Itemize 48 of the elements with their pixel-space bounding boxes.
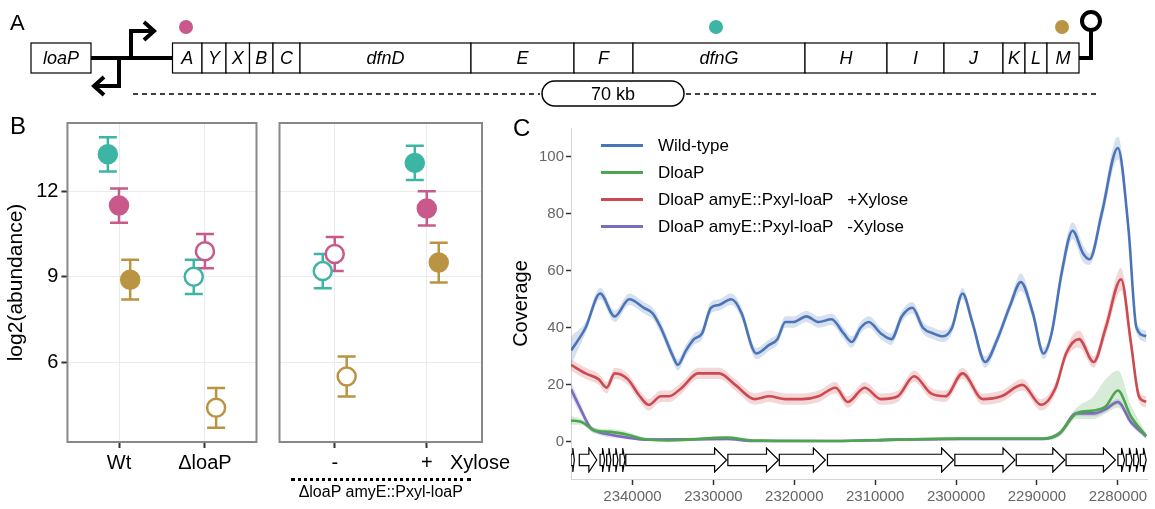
x-tick-label: 2290000 <box>1007 487 1067 505</box>
text: C <box>280 48 294 68</box>
x-tick-label: Wt <box>106 450 132 473</box>
y-axis-title: log2(abundance) <box>3 203 27 362</box>
chart-title: C <box>513 114 531 142</box>
y-tick-label: 12 <box>36 178 59 201</box>
x-tick-label: + <box>420 450 433 473</box>
text: B <box>255 48 268 68</box>
x-tick-label: - <box>331 450 339 473</box>
text: loaP <box>42 48 80 68</box>
text: M <box>1055 48 1071 68</box>
text: I <box>912 48 919 68</box>
text: dfnG <box>699 48 739 68</box>
y-axis-title: Coverage <box>508 260 531 347</box>
text: dfnD <box>366 48 405 68</box>
x-tick-label: 2320000 <box>765 487 824 505</box>
text: F <box>598 48 610 68</box>
text: A <box>10 10 25 36</box>
text: 70 kb <box>590 84 636 104</box>
chart-title: B <box>10 112 27 140</box>
y-tick-label: 9 <box>47 264 59 287</box>
text: L <box>1030 48 1042 68</box>
legend-label: DloaP amyE::Pxyl-loaP -Xylose <box>658 216 904 238</box>
x-tick-label: 2280000 <box>1088 487 1148 505</box>
x-tick-label: 2300000 <box>926 487 986 505</box>
x-tick-label: 2330000 <box>684 487 743 505</box>
text: H <box>839 48 854 68</box>
y-tick-label: 20 <box>547 374 565 392</box>
y-tick-label: 60 <box>547 260 565 278</box>
text: A <box>180 48 194 68</box>
y-tick-label: 6 <box>47 349 59 372</box>
x-tick-label: ΔloaP <box>178 450 232 473</box>
text: Y <box>207 48 222 68</box>
y-tick-label: 40 <box>547 317 565 335</box>
text: X <box>230 48 245 68</box>
text: E <box>516 48 530 68</box>
y-tick-label: 0 <box>555 432 565 450</box>
text: J <box>968 48 979 68</box>
y-tick-label: 100 <box>539 146 565 164</box>
x-tick-label: 2340000 <box>603 487 662 505</box>
text: ΔloaP amyE::Pxyl-loaP <box>297 483 464 501</box>
y-tick-label: 80 <box>547 203 565 221</box>
legend-label: DloaP amyE::Pxyl-loaP +Xylose <box>658 189 909 211</box>
text: K <box>1007 48 1021 68</box>
legend-label: DloaP <box>658 162 705 184</box>
x-axis-title: Xylose <box>450 451 511 474</box>
x-tick-label: 2310000 <box>845 487 905 505</box>
legend-label: Wild-type <box>658 135 729 157</box>
